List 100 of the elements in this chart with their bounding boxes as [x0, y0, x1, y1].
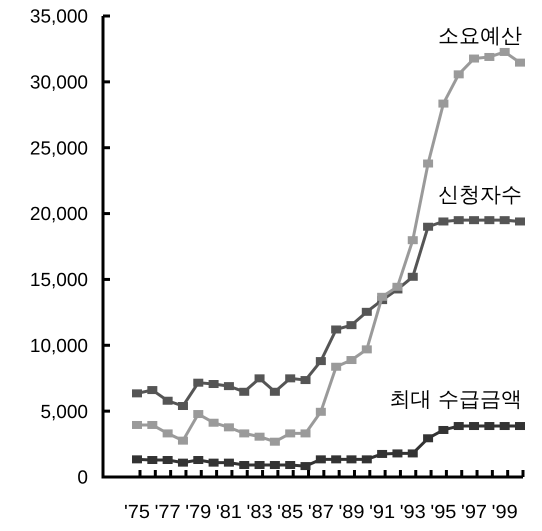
point — [331, 325, 342, 334]
x-tick-label: '75 — [124, 502, 150, 523]
point — [408, 236, 418, 244]
y-tick-label: 35,000 — [30, 6, 88, 28]
x-tick-label: '81 — [216, 502, 242, 523]
y-tick-label: 20,000 — [30, 204, 88, 226]
point — [178, 458, 188, 467]
point — [454, 70, 464, 78]
point — [423, 222, 434, 231]
x-tick-label: '85 — [277, 502, 304, 523]
point — [423, 434, 434, 442]
point — [193, 456, 204, 464]
x-tick-label: '97 — [461, 502, 488, 523]
point — [254, 461, 265, 470]
point — [515, 217, 525, 226]
point — [484, 422, 494, 430]
point — [346, 455, 356, 464]
point — [239, 388, 250, 396]
point — [132, 389, 142, 398]
point — [484, 52, 494, 61]
point — [300, 462, 311, 470]
point — [392, 282, 402, 291]
x-tick-label: '77 — [154, 502, 181, 523]
point — [515, 58, 525, 67]
point — [285, 429, 296, 438]
point — [484, 216, 494, 224]
point — [147, 386, 158, 394]
series-label: 신청자수 — [438, 182, 522, 206]
point — [132, 455, 142, 464]
point — [162, 429, 173, 438]
point — [208, 418, 219, 427]
point — [423, 160, 434, 168]
point — [285, 461, 296, 470]
point — [147, 420, 158, 429]
point — [331, 455, 342, 464]
point — [408, 272, 418, 281]
point — [316, 357, 326, 366]
y-tick-label: 0 — [77, 468, 88, 489]
point — [285, 374, 296, 382]
y-tick-label: 15,000 — [30, 270, 88, 292]
point — [224, 382, 234, 390]
point — [178, 402, 188, 410]
point — [270, 438, 280, 446]
point — [469, 422, 480, 430]
y-tick-label: 5,000 — [40, 402, 88, 423]
x-tick-label: '99 — [492, 502, 518, 523]
x-tick-label: '89 — [338, 502, 364, 523]
point — [362, 308, 372, 316]
y-tick-label: 10,000 — [30, 336, 88, 357]
point — [193, 378, 204, 387]
series-label: 최대 수급금액 — [389, 387, 522, 412]
point — [208, 380, 219, 388]
point — [147, 456, 158, 464]
point — [438, 100, 448, 108]
point — [346, 321, 356, 330]
point — [193, 410, 204, 418]
point — [254, 432, 265, 441]
point — [469, 216, 480, 224]
point — [469, 54, 480, 63]
x-tick-label: '87 — [308, 502, 334, 523]
point — [438, 426, 448, 434]
point — [316, 455, 326, 464]
series-label: 소요예산 — [438, 24, 522, 48]
point — [500, 48, 510, 56]
x-tick-label: '79 — [185, 502, 212, 523]
point — [300, 376, 311, 384]
point — [377, 450, 388, 458]
x-tick-label: '83 — [246, 502, 273, 523]
point — [408, 449, 418, 458]
y-tick-label: 30,000 — [30, 72, 88, 94]
x-tick-label: '95 — [430, 502, 456, 523]
point — [270, 461, 280, 470]
point — [392, 449, 402, 458]
point — [270, 388, 280, 396]
point — [300, 429, 311, 438]
point — [162, 456, 173, 464]
point — [500, 422, 510, 430]
point — [438, 217, 448, 226]
point — [362, 345, 372, 354]
point — [362, 455, 372, 464]
point — [224, 423, 234, 432]
point — [500, 216, 510, 224]
point — [162, 396, 173, 405]
point — [132, 420, 142, 429]
x-tick-label: '93 — [400, 502, 426, 523]
point — [515, 422, 525, 430]
x-tick-label: '91 — [369, 502, 396, 523]
point — [346, 356, 356, 364]
point — [254, 374, 265, 382]
point — [208, 458, 219, 467]
point — [454, 422, 464, 430]
point — [377, 292, 388, 301]
point — [239, 429, 250, 438]
point — [178, 436, 188, 445]
point — [454, 216, 464, 224]
point — [316, 408, 326, 416]
point — [331, 362, 342, 371]
point — [239, 461, 250, 470]
y-tick-label: 25,000 — [30, 138, 88, 160]
point — [224, 458, 234, 467]
